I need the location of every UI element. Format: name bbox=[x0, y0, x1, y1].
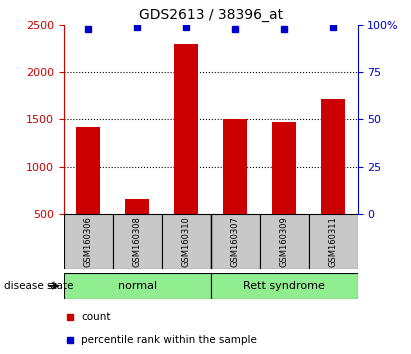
FancyBboxPatch shape bbox=[211, 214, 260, 269]
FancyBboxPatch shape bbox=[64, 214, 113, 269]
Text: count: count bbox=[81, 312, 111, 322]
Text: GSM160308: GSM160308 bbox=[133, 216, 142, 267]
Title: GDS2613 / 38396_at: GDS2613 / 38396_at bbox=[139, 8, 283, 22]
FancyBboxPatch shape bbox=[211, 273, 358, 299]
Text: GSM160310: GSM160310 bbox=[182, 216, 191, 267]
Text: GSM160307: GSM160307 bbox=[231, 216, 240, 267]
Bar bbox=[272, 122, 296, 214]
Bar bbox=[321, 99, 345, 214]
Bar bbox=[223, 119, 247, 214]
Text: Rett syndrome: Rett syndrome bbox=[243, 281, 325, 291]
FancyBboxPatch shape bbox=[260, 214, 309, 269]
Bar bbox=[174, 44, 199, 214]
Bar bbox=[125, 199, 150, 214]
FancyBboxPatch shape bbox=[309, 214, 358, 269]
Text: normal: normal bbox=[118, 281, 157, 291]
Text: GSM160309: GSM160309 bbox=[279, 216, 289, 267]
FancyBboxPatch shape bbox=[113, 214, 162, 269]
Text: GSM160311: GSM160311 bbox=[328, 216, 337, 267]
Text: GSM160306: GSM160306 bbox=[84, 216, 93, 267]
Bar bbox=[76, 127, 100, 214]
FancyBboxPatch shape bbox=[162, 214, 211, 269]
FancyBboxPatch shape bbox=[64, 273, 211, 299]
Text: disease state: disease state bbox=[4, 281, 74, 291]
Text: percentile rank within the sample: percentile rank within the sample bbox=[81, 335, 257, 346]
